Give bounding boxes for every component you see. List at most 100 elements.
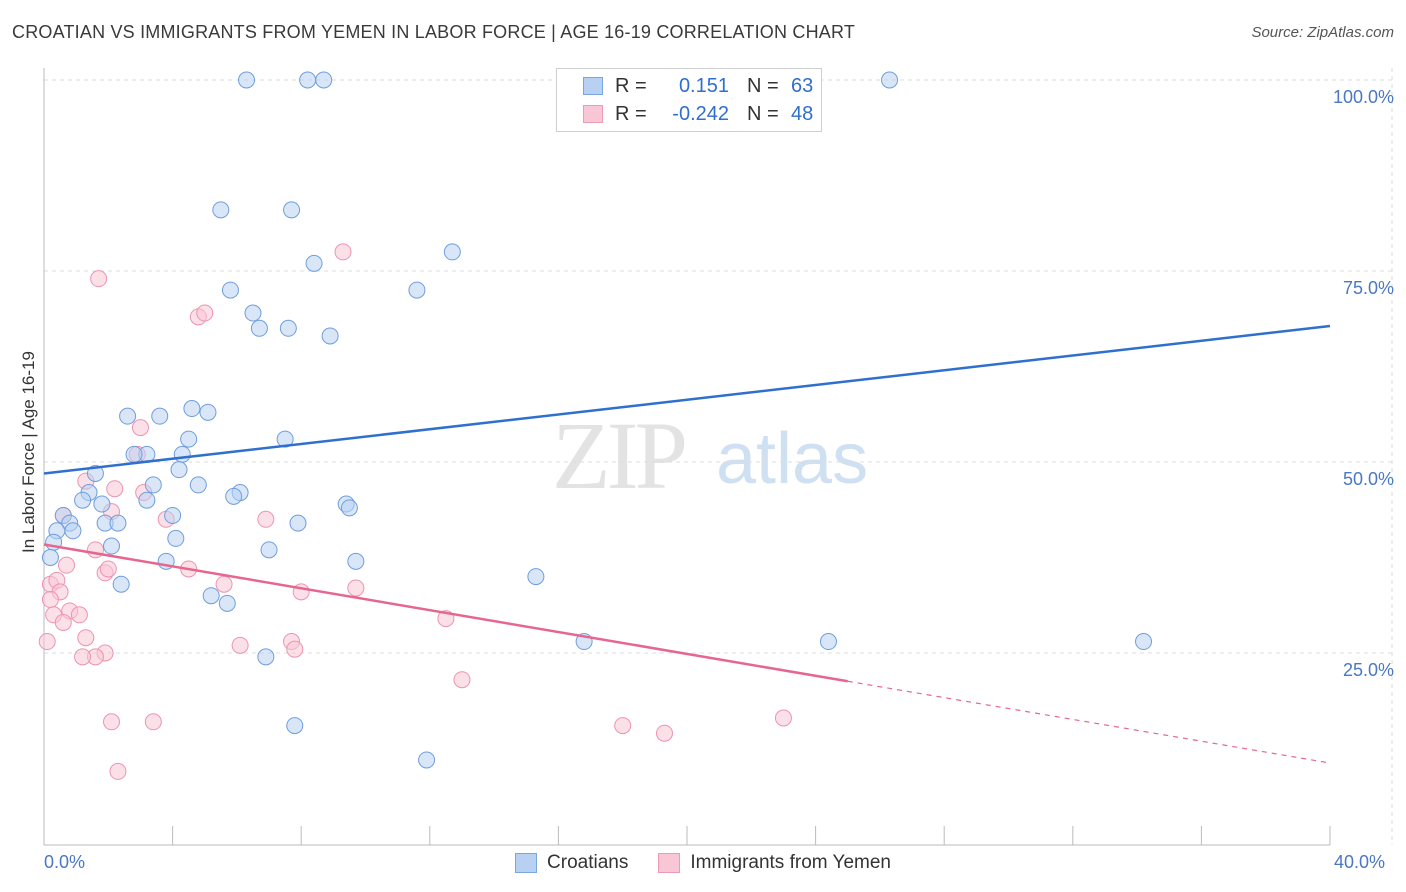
point-yemen <box>77 629 95 647</box>
legend-r-label: R = <box>615 74 647 97</box>
series-label-yemen: Immigrants from Yemen <box>690 852 891 873</box>
point-yemen <box>655 724 673 742</box>
chart-title: CROATIAN VS IMMIGRANTS FROM YEMEN IN LAB… <box>12 22 856 42</box>
point-croatians <box>167 529 185 547</box>
point-yemen <box>58 556 76 574</box>
point-yemen <box>38 633 56 651</box>
point-croatians <box>164 506 182 524</box>
point-croatians <box>276 430 294 448</box>
trend-line-croatians <box>43 324 1331 475</box>
series-label-croatians: Croatians <box>547 852 629 873</box>
point-yemen <box>286 640 304 658</box>
y-tick-50: 50.0% <box>1342 469 1394 489</box>
point-croatians <box>1135 633 1153 651</box>
legend-r-value: 0.151 <box>678 74 729 97</box>
point-croatians <box>125 445 143 463</box>
x-tick-max: 40.0% <box>1334 852 1386 872</box>
point-yemen <box>774 709 792 727</box>
y-tick-75: 75.0% <box>1342 278 1394 298</box>
point-croatians <box>202 587 220 605</box>
point-croatians <box>41 549 59 566</box>
point-yemen <box>144 713 162 731</box>
source-credit: Source: ZipAtlas.com <box>1251 24 1394 41</box>
correlation-legend: R = 0.151 N = 63 R = -0.242 N = 48 <box>556 68 822 132</box>
point-croatians <box>86 464 104 482</box>
point-yemen <box>54 613 72 631</box>
legend-n-label: N = <box>747 74 779 97</box>
point-croatians <box>64 522 82 540</box>
point-croatians <box>138 491 156 509</box>
point-croatians <box>144 476 162 494</box>
point-croatians <box>250 319 268 337</box>
point-croatians <box>315 71 333 89</box>
point-yemen <box>334 243 352 261</box>
point-yemen <box>106 480 124 498</box>
point-croatians <box>286 717 304 735</box>
point-croatians <box>183 400 201 418</box>
x-tick-min: 0.0% <box>44 852 86 872</box>
point-croatians <box>257 648 275 666</box>
point-croatians <box>279 319 297 337</box>
point-croatians <box>170 461 188 479</box>
point-croatians <box>283 201 301 219</box>
point-yemen <box>614 717 632 735</box>
point-croatians <box>819 633 837 651</box>
point-croatians <box>340 499 358 517</box>
point-croatians <box>151 407 169 425</box>
legend-row-croatians: R = 0.151 N = 63 <box>583 73 813 99</box>
point-yemen <box>453 671 471 689</box>
point-yemen <box>41 591 59 609</box>
point-croatians <box>238 71 256 89</box>
point-croatians <box>527 568 545 586</box>
point-croatians <box>109 514 127 532</box>
point-croatians <box>244 304 262 322</box>
point-croatians <box>418 751 436 769</box>
point-croatians <box>112 575 130 593</box>
point-croatians <box>321 327 339 345</box>
point-croatians <box>408 281 426 299</box>
legend-swatch-yemen <box>583 105 603 123</box>
point-croatians <box>180 430 198 448</box>
legend-n-value: 48 <box>791 102 814 125</box>
point-croatians <box>173 445 191 463</box>
point-croatians <box>103 537 121 555</box>
point-croatians <box>881 71 899 89</box>
point-croatians <box>221 281 239 299</box>
legend-n-label: N = <box>747 102 779 125</box>
point-croatians <box>299 71 317 89</box>
point-croatians <box>347 552 365 570</box>
series-swatch-croatians <box>515 853 538 873</box>
point-croatians <box>218 594 236 612</box>
point-croatians <box>93 495 111 513</box>
point-croatians <box>260 541 278 559</box>
point-croatians <box>119 407 137 425</box>
legend-n-value: 63 <box>791 74 814 97</box>
point-croatians <box>305 254 323 272</box>
point-croatians <box>443 243 461 261</box>
y-tick-25: 25.0% <box>1342 660 1394 680</box>
series-legend-croatians[interactable]: Croatians <box>515 852 628 874</box>
point-yemen <box>99 560 117 578</box>
legend-swatch-croatians <box>583 77 603 95</box>
legend-row-yemen: R = -0.242 N = 48 <box>583 101 813 127</box>
point-yemen <box>131 419 149 437</box>
series-legend-yemen[interactable]: Immigrants from Yemen <box>658 852 891 874</box>
point-yemen <box>109 762 127 780</box>
series-swatch-yemen <box>658 853 681 873</box>
watermark-atlas: atlas <box>716 419 869 499</box>
point-yemen <box>90 270 108 288</box>
point-yemen <box>103 713 121 731</box>
legend-r-value: -0.242 <box>672 102 729 125</box>
trend-line-yemen <box>43 543 848 683</box>
legend-r-label: R = <box>615 102 647 125</box>
series-legend: Croatians Immigrants from Yemen <box>0 852 1406 874</box>
point-yemen <box>74 648 92 666</box>
point-croatians <box>212 201 230 219</box>
point-croatians <box>74 491 92 509</box>
point-yemen <box>215 575 233 593</box>
point-yemen <box>347 579 365 597</box>
point-croatians <box>225 487 243 505</box>
point-yemen <box>70 606 88 624</box>
point-croatians <box>189 476 207 494</box>
